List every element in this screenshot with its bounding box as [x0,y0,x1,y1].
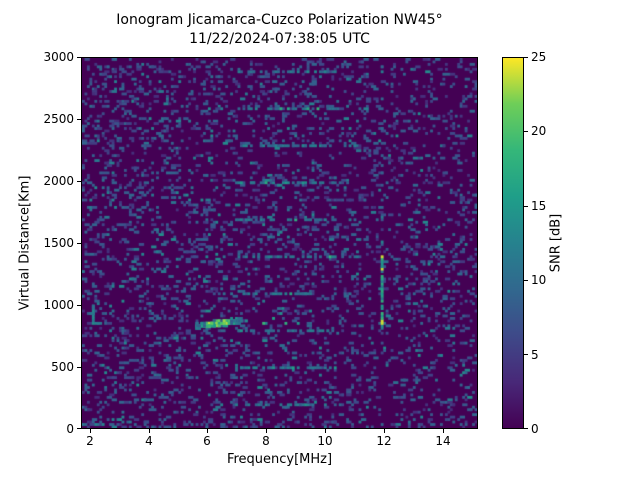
y-tick-mark [77,428,81,429]
y-tick-label: 1000 [43,298,74,312]
y-tick-label: 0 [66,422,74,436]
x-tick-mark [207,429,208,433]
x-tick-label: 14 [435,434,451,448]
colorbar-tick-label: 25 [531,50,547,64]
x-tick-mark [384,429,385,433]
y-tick-mark [77,119,81,120]
y-tick-label: 3000 [43,50,74,64]
y-tick-label: 2000 [43,174,74,188]
colorbar-label: SNR [dB] [548,213,564,273]
x-tick-label: 10 [317,434,333,448]
x-tick-label: 2 [86,434,94,448]
x-tick-mark [149,429,150,433]
colorbar-tick-mark [524,206,528,207]
chart-title: Ionogram Jicamarca-Cuzco Polarization NW… [116,12,443,28]
x-tick-label: 4 [145,434,153,448]
x-tick-mark [443,429,444,433]
y-tick-label: 500 [51,360,74,374]
plot-area [81,57,478,429]
heatmap-canvas [82,58,477,428]
colorbar-tick-mark [524,131,528,132]
colorbar-tick-mark [524,428,528,429]
colorbar [502,57,524,429]
y-tick-mark [77,367,81,368]
x-tick-label: 12 [376,434,392,448]
y-tick-mark [77,57,81,58]
colorbar-tick-label: 10 [531,273,547,287]
x-tick-mark [266,429,267,433]
colorbar-tick-label: 20 [531,124,547,138]
colorbar-tick-label: 5 [531,348,539,362]
y-tick-label: 1500 [43,236,74,250]
colorbar-tick-label: 15 [531,199,547,213]
chart-subtitle: 11/22/2024-07:38:05 UTC [189,31,370,47]
colorbar-tick-label: 0 [531,422,539,436]
y-tick-mark [77,305,81,306]
colorbar-tick-mark [524,354,528,355]
colorbar-tick-mark [524,280,528,281]
x-tick-label: 8 [262,434,270,448]
x-tick-label: 6 [203,434,211,448]
y-tick-label: 2500 [43,112,74,126]
x-tick-mark [325,429,326,433]
x-tick-mark [90,429,91,433]
y-tick-mark [77,181,81,182]
y-tick-mark [77,243,81,244]
colorbar-tick-mark [524,57,528,58]
x-axis-label: Frequency[MHz] [226,452,333,467]
